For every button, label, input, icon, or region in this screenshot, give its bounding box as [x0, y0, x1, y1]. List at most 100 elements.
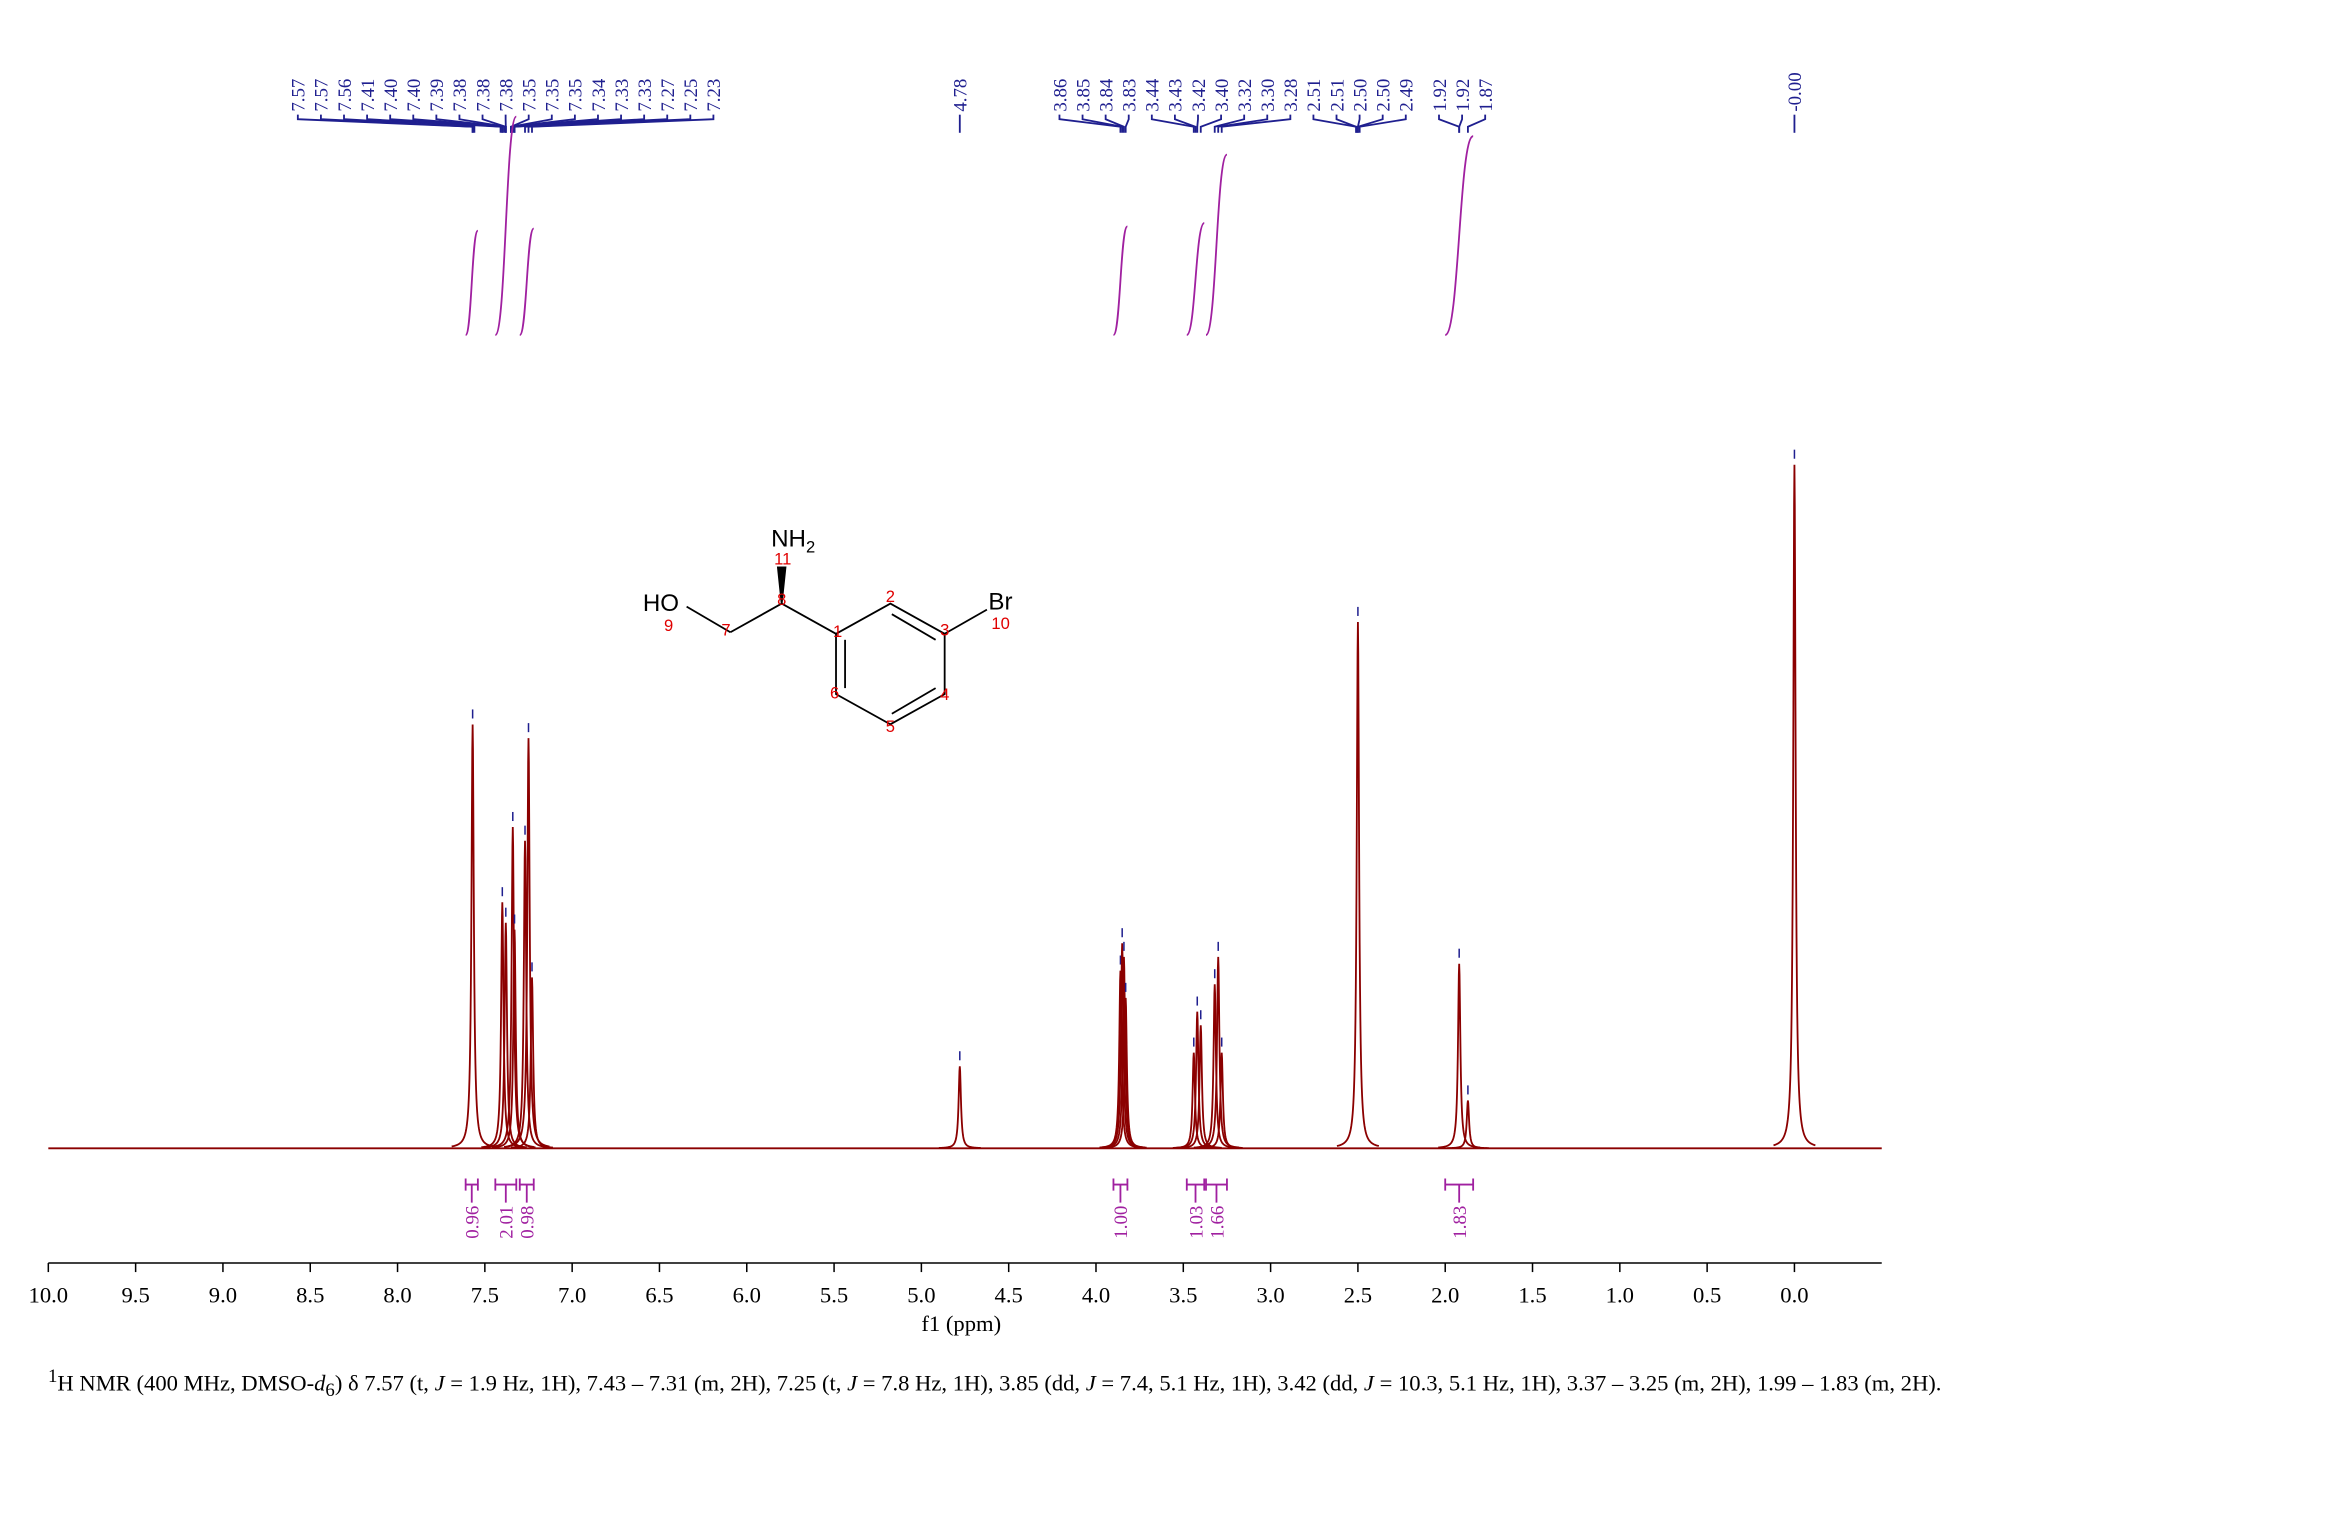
x-tick-label: 4.0: [1082, 1282, 1110, 1307]
peak-label: 3.40: [1212, 79, 1233, 112]
integral-label: 1.66: [1207, 1206, 1228, 1239]
caption-part: J: [1085, 1370, 1096, 1396]
x-tick-label: 0.0: [1780, 1282, 1808, 1307]
structure: HO NH2 Br 1 2 3 4 5 6 7 8 9 10 11: [643, 525, 1013, 736]
bonds: [686, 566, 988, 726]
peak-leader: [435, 114, 505, 133]
peak: [1104, 997, 1147, 1149]
bond: [781, 602, 837, 635]
caption-part: H NMR (400 MHz, DMSO-: [57, 1370, 315, 1396]
atom-label: NH: [771, 525, 806, 552]
integral-curve: [518, 227, 535, 336]
peak-leader: [1438, 114, 1461, 133]
bond: [686, 605, 731, 634]
peak-label: 7.57: [289, 79, 310, 112]
bond: [729, 602, 783, 634]
atom-subscript: 2: [806, 537, 815, 556]
x-tick-label: 9.5: [121, 1282, 149, 1307]
x-tick-label: 1.0: [1606, 1282, 1634, 1307]
peak: [1200, 1052, 1243, 1149]
integral-label: 1.83: [1450, 1206, 1471, 1239]
caption-part: J: [434, 1370, 445, 1396]
wedge-bond: [776, 566, 787, 604]
peak-label: 7.35: [519, 79, 540, 112]
integral-curve: [464, 229, 479, 336]
peak-leader: [1058, 114, 1122, 133]
caption-part: = 10.3, 5.1 Hz, 1H), 3.37 – 3.25 (m, 2H)…: [1373, 1370, 1942, 1396]
integral-label: 0.96: [463, 1206, 484, 1239]
integral-label: 0.98: [518, 1206, 539, 1239]
x-tick-label: 8.5: [296, 1282, 324, 1307]
peak-label: 7.39: [427, 79, 448, 112]
peak-label: 3.86: [1050, 79, 1071, 112]
peak: [493, 929, 536, 1149]
x-tick-label: 9.0: [209, 1282, 237, 1307]
peak: [1446, 1100, 1489, 1150]
peak-leader: [1124, 114, 1130, 133]
peak-label: 7.35: [566, 79, 587, 112]
peak-leader: [1335, 114, 1358, 133]
x-tick-label: 3.0: [1256, 1282, 1284, 1307]
peak-label: 7.27: [658, 79, 679, 112]
caption-part: = 7.4, 5.1 Hz, 1H), 3.42 (dd,: [1095, 1370, 1364, 1396]
ring: [835, 602, 946, 726]
peak-leader: [1196, 114, 1199, 133]
peak-label: 7.23: [704, 79, 725, 112]
x-tick-label: 8.0: [383, 1282, 411, 1307]
x-tick-label: 7.0: [558, 1282, 586, 1307]
x-tick-label: 2.5: [1344, 1282, 1372, 1307]
peak-label: 3.44: [1143, 78, 1164, 112]
peak-leader: [1217, 114, 1269, 133]
peak-leader: [412, 114, 504, 133]
atom-label: NH2: [771, 525, 815, 556]
peak-leader: [1199, 114, 1222, 133]
caption-part: J: [1363, 1370, 1374, 1396]
caption-part: d: [314, 1370, 326, 1396]
peak-label: 2.49: [1397, 79, 1418, 112]
integral-label: 1.00: [1111, 1206, 1132, 1239]
x-tick-label: 4.5: [995, 1282, 1023, 1307]
atom-label: HO: [643, 590, 679, 617]
peak-label: 7.35: [543, 79, 564, 112]
peak: [1438, 963, 1481, 1149]
double-bond: [891, 687, 937, 715]
x-tick-label: 0.5: [1693, 1282, 1721, 1307]
peak-label: 7.40: [404, 79, 425, 112]
peak: [451, 724, 494, 1148]
peak-label: 7.34: [589, 78, 610, 112]
peak: [938, 1066, 981, 1149]
peak-leader: [1358, 114, 1407, 133]
atom-label: Br: [988, 589, 1012, 616]
atom-number: 1: [833, 622, 842, 641]
caption-part: 1: [48, 1366, 58, 1387]
x-tick-label: 10.0: [29, 1282, 69, 1307]
x-tick-label: 7.5: [471, 1282, 499, 1307]
peak-label: 4.78: [951, 79, 972, 112]
peak: [1336, 621, 1380, 1147]
peak-label: 1.87: [1476, 79, 1497, 112]
caption-part: J: [847, 1370, 858, 1396]
atom-number: 8: [777, 590, 786, 609]
peak-label: 2.50: [1373, 79, 1394, 112]
peak-label: 1.92: [1453, 79, 1474, 112]
x-tick-label: 1.5: [1518, 1282, 1546, 1307]
atom-number: 6: [830, 684, 839, 703]
peak-label: 3.32: [1235, 79, 1256, 112]
peak-label: 3.42: [1189, 79, 1210, 112]
peak: [1179, 1025, 1222, 1149]
x-tick-label: 6.5: [645, 1282, 673, 1307]
integral-curve: [1112, 225, 1129, 336]
peak-label: 3.28: [1281, 79, 1302, 112]
x-tick-label: 2.0: [1431, 1282, 1459, 1307]
peak-label: 7.25: [681, 79, 702, 112]
x-tick-label: 5.5: [820, 1282, 848, 1307]
caption-part: = 1.9 Hz, 1H), 7.43 – 7.31 (m, 2H), 7.25…: [444, 1370, 848, 1396]
peak: [481, 902, 524, 1149]
x-tick-label: 3.5: [1169, 1282, 1197, 1307]
bond: [944, 608, 988, 635]
peak-label: 7.41: [358, 79, 379, 112]
caption: 1H NMR (400 MHz, DMSO-d6) δ 7.57 (t, J =…: [48, 1360, 2298, 1407]
peak-label: 7.57: [312, 79, 333, 112]
